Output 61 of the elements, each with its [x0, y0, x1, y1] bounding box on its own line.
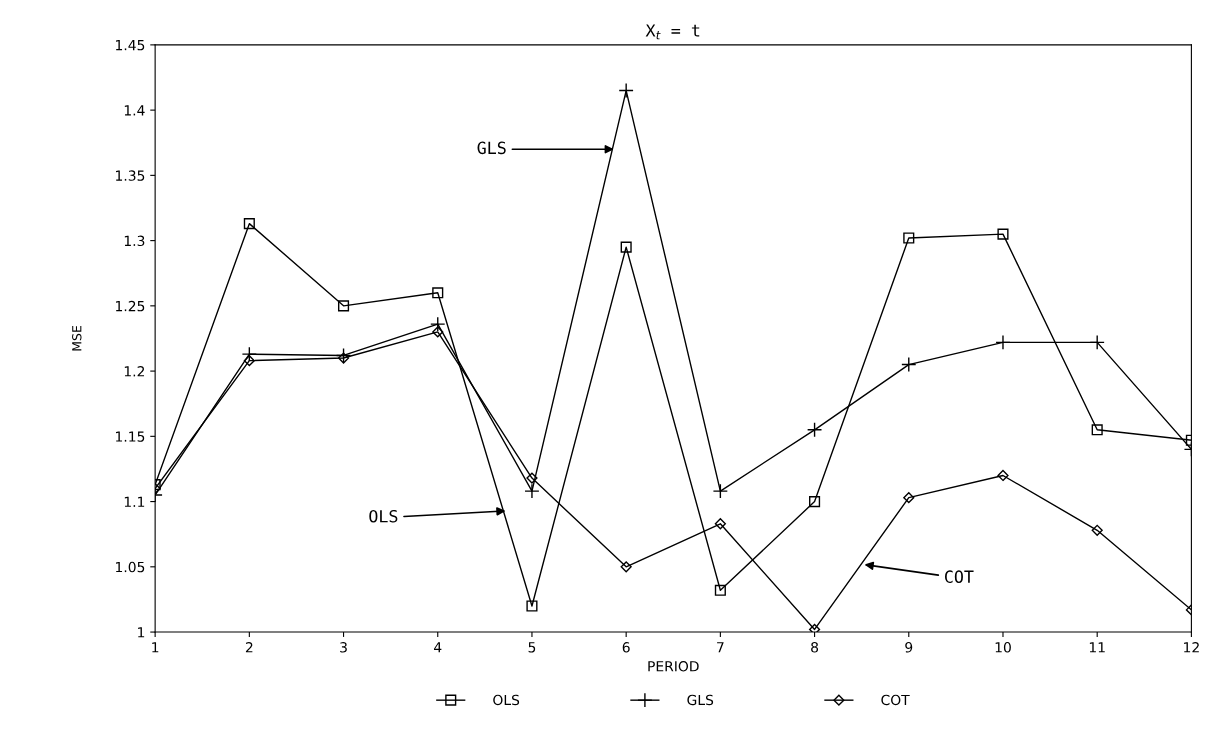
- y-tick-label: 1.25: [116, 300, 145, 312]
- point: [337, 300, 350, 312]
- point: [712, 483, 729, 499]
- point: [901, 356, 917, 373]
- point: [243, 355, 255, 367]
- point: [995, 334, 1011, 351]
- point: [524, 483, 540, 499]
- x-tick-label: 7: [717, 642, 724, 653]
- x-tick-label: 1: [152, 642, 159, 653]
- x-tick-label: 6: [622, 642, 630, 653]
- point: [1089, 334, 1105, 351]
- point: [714, 518, 726, 530]
- y-axis-title: MSE: [72, 325, 82, 351]
- annotation: OLS: [369, 509, 398, 523]
- x-tick-label: 8: [811, 642, 819, 653]
- annotation: GLS: [477, 141, 506, 155]
- point: [526, 600, 538, 612]
- legend-label: OLS: [493, 694, 520, 706]
- y-tick-label: 1.2: [124, 366, 145, 377]
- point: [243, 218, 255, 230]
- x-tick-label: 9: [905, 642, 913, 653]
- point: [432, 287, 444, 299]
- legend-label: GLS: [687, 694, 714, 706]
- point: [903, 232, 915, 244]
- point: [1091, 524, 1103, 536]
- y-tick-label: 1.4: [124, 105, 145, 116]
- point: [997, 228, 1009, 240]
- y-tick-label: 1: [138, 627, 145, 638]
- x-tick-label: 12: [1184, 642, 1199, 653]
- y-tick-label: 1.05: [116, 561, 145, 573]
- point: [903, 492, 915, 504]
- point: [714, 584, 726, 596]
- y-tick-label: 1.35: [116, 170, 145, 181]
- point: [808, 623, 821, 633]
- point: [241, 346, 257, 362]
- annotation: COT: [944, 570, 974, 583]
- legend-label: COT: [881, 694, 910, 706]
- x-tick-label: 2: [245, 642, 253, 653]
- point: [620, 561, 632, 573]
- x-axis-title: PERIOD: [648, 661, 699, 672]
- point: [337, 352, 350, 364]
- x-tick-label: 5: [528, 642, 536, 653]
- point: [620, 241, 632, 253]
- point: [526, 472, 538, 484]
- point: [618, 82, 634, 99]
- x-tick-label: 3: [340, 642, 347, 653]
- x-tick-label: 10: [995, 642, 1011, 653]
- y-tick-label: 1.15: [116, 431, 145, 442]
- point: [806, 422, 823, 438]
- point: [1091, 424, 1103, 436]
- point: [432, 326, 444, 338]
- x-tick-label: 4: [434, 642, 442, 653]
- y-tick-label: 1.1: [124, 496, 145, 507]
- point: [430, 316, 446, 332]
- chart-title: X$_{t}$ = t: [645, 24, 700, 40]
- point: [335, 347, 352, 364]
- x-tick-label: 11: [1089, 642, 1105, 653]
- y-tick-label: 1.45: [116, 40, 145, 51]
- point: [997, 469, 1009, 482]
- y-tick-label: 1.3: [124, 235, 145, 247]
- point: [809, 496, 821, 508]
